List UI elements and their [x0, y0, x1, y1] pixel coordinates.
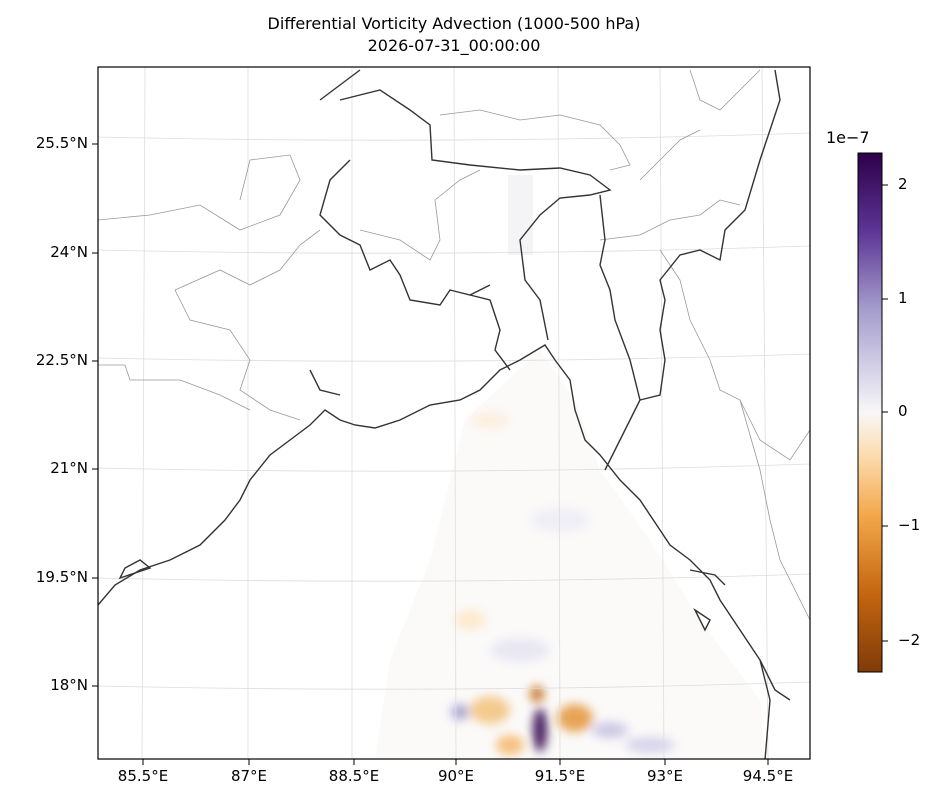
anomaly-positive: [533, 708, 547, 752]
data-field: [375, 350, 765, 759]
graticule: [98, 67, 810, 759]
lon-label: 85.5°E: [117, 767, 169, 785]
lat-label: 22.5°N: [35, 351, 88, 369]
colorbar-ticks: [882, 184, 888, 642]
anomaly-negative: [557, 704, 593, 732]
lat-label: 19.5°N: [35, 568, 88, 586]
lon-label: 88.5°E: [328, 767, 380, 785]
map-border: [97, 66, 811, 760]
colorbar-label: −1: [898, 516, 921, 534]
anomaly-negative: [454, 610, 486, 630]
anomaly-positive: [451, 704, 469, 720]
lon-label: 93°E: [646, 767, 684, 785]
anomaly-negative: [470, 696, 510, 724]
map-area: [98, 67, 810, 759]
map-title: Differential Vorticity Advection (1000-5…: [267, 14, 641, 33]
anomaly-positive: [592, 722, 628, 738]
lat-label: 18°N: [50, 676, 88, 694]
lon-label: 91.5°E: [534, 767, 586, 785]
borders: [98, 69, 810, 621]
anomaly-negative: [470, 412, 510, 428]
lon-label: 87°E: [230, 767, 268, 785]
colorbar-label: 2: [898, 175, 908, 193]
lon-label: 90°E: [437, 767, 475, 785]
coastline: [98, 69, 791, 759]
colorbar: [857, 152, 883, 673]
lat-label: 24°N: [50, 243, 88, 261]
anomaly-negative: [530, 686, 544, 702]
lat-label: 21°N: [50, 459, 88, 477]
colorbar-exponent: 1e−7: [826, 128, 870, 147]
colorbar-label: 1: [898, 289, 908, 307]
anomaly-positive: [490, 638, 550, 662]
anomaly-negative: [496, 735, 524, 755]
colorbar-label: −2: [898, 631, 921, 649]
lon-label: 94.5°E: [742, 767, 794, 785]
map-subtitle: 2026-07-31_00:00:00: [367, 36, 541, 55]
anomaly-positive: [530, 508, 590, 532]
anomaly-positive: [625, 737, 675, 753]
lat-label: 25.5°N: [35, 134, 88, 152]
axis-ticks: [92, 143, 769, 765]
colorbar-label: 0: [898, 402, 908, 420]
